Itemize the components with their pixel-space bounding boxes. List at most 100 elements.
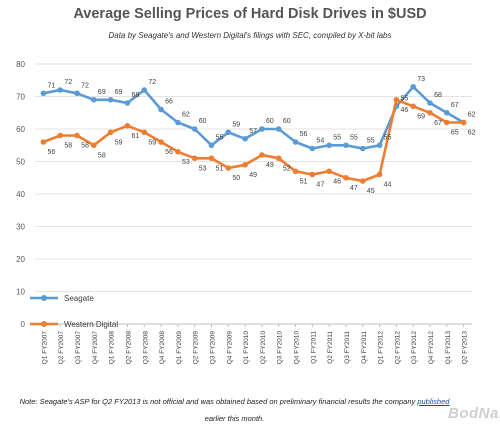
data-point — [292, 139, 299, 145]
data-point — [57, 132, 64, 139]
data-label: 69 — [417, 113, 425, 120]
data-label: 72 — [148, 79, 156, 86]
data-point — [376, 142, 383, 149]
data-point — [410, 103, 416, 110]
data-point — [326, 168, 332, 175]
x-tick-label: Q1 FY2010 — [243, 331, 250, 365]
data-point — [225, 165, 232, 171]
published-link[interactable]: published — [417, 397, 450, 406]
data-label: 72 — [64, 79, 72, 86]
data-label: 44 — [384, 182, 392, 189]
data-label: 55 — [350, 134, 358, 141]
data-point — [443, 119, 450, 126]
legend-entry: Western Digital — [64, 320, 118, 329]
x-tick-label: Q4 FY2008 — [159, 331, 166, 365]
data-label: 68 — [434, 92, 442, 99]
data-point — [259, 152, 265, 158]
x-tick-label: Q3 FY2010 — [277, 331, 284, 365]
data-point — [74, 90, 80, 97]
data-point — [175, 148, 181, 155]
data-label: 55 — [400, 95, 408, 102]
legend-entry: Seagate — [64, 294, 94, 303]
data-label: 60 — [283, 118, 291, 125]
x-tick-label: Q1 FY2011 — [310, 331, 317, 364]
series-line-western-digital — [42, 98, 464, 183]
x-tick-label: Q3 FY2009 — [209, 331, 216, 365]
data-label: 69 — [98, 89, 106, 96]
data-label: 58 — [64, 143, 72, 150]
data-point — [326, 142, 332, 149]
y-tick-label: 10 — [16, 288, 25, 297]
x-tick-label: Q4 FY2012 — [428, 331, 435, 365]
x-tick-label: Q2 FY2009 — [193, 331, 200, 365]
data-label: 55 — [333, 134, 341, 141]
x-tick-label: Q3 FY2012 — [411, 331, 418, 365]
data-point — [410, 83, 416, 90]
footnote-text-before: Note: Seagate's ASP for Q2 FY2013 is not… — [19, 397, 418, 406]
y-tick-label: 20 — [16, 255, 25, 264]
data-label: 59 — [115, 139, 123, 146]
data-label: 55 — [216, 134, 224, 141]
data-label: 49 — [266, 162, 274, 169]
data-point — [359, 178, 366, 184]
data-point — [427, 109, 433, 116]
data-point — [124, 100, 131, 106]
data-label: 46 — [333, 178, 341, 185]
data-point — [359, 145, 366, 152]
x-tick-label: Q2 FY2011 — [327, 331, 334, 364]
legend-swatch-marker — [41, 321, 47, 327]
x-tick-label: Q3 FY2008 — [142, 331, 149, 365]
y-tick-label: 80 — [16, 60, 25, 69]
data-label: 62 — [182, 112, 190, 119]
data-point — [107, 96, 114, 103]
data-point — [191, 155, 198, 162]
data-point — [91, 96, 97, 103]
data-point — [275, 155, 282, 162]
data-point — [309, 145, 316, 152]
brand-watermark: BodNara — [448, 405, 500, 422]
x-tick-label: Q4 FY2011 — [361, 331, 368, 364]
footnote: Note: Seagate's ASP for Q2 FY2013 is not… — [12, 393, 457, 427]
x-tick-label: Q1 FY2012 — [378, 331, 385, 365]
legend-swatch-marker — [41, 295, 47, 301]
data-label: 45 — [367, 188, 375, 195]
x-tick-label: Q2 FY2012 — [394, 331, 401, 365]
data-label: 50 — [232, 175, 240, 182]
data-point — [208, 155, 215, 162]
data-point — [393, 96, 400, 103]
data-label: 69 — [115, 89, 123, 96]
data-label: 67 — [434, 120, 442, 127]
data-label: 54 — [316, 138, 324, 145]
y-tick-label: 50 — [16, 158, 25, 167]
data-point — [443, 109, 450, 116]
data-point — [427, 100, 433, 106]
x-tick-label: Q1 FY2009 — [176, 331, 183, 365]
x-tick-label: Q2 FY2007 — [58, 331, 65, 365]
data-label: 47 — [350, 185, 358, 192]
data-label: 59 — [232, 121, 240, 128]
data-label: 52 — [283, 165, 291, 172]
x-tick-label: Q3 FY2007 — [75, 331, 82, 365]
data-point — [175, 119, 181, 126]
data-point — [208, 142, 215, 149]
y-tick-label: 30 — [16, 223, 25, 232]
data-point — [242, 161, 248, 168]
data-point — [40, 139, 47, 145]
data-point — [460, 119, 467, 126]
data-label: 66 — [165, 99, 173, 106]
data-label: 53 — [199, 165, 207, 172]
x-tick-label: Q2 FY2008 — [125, 331, 132, 365]
data-point — [91, 142, 97, 149]
data-point — [158, 139, 164, 145]
data-point — [107, 129, 114, 136]
data-label: 56 — [48, 149, 56, 156]
data-point — [259, 126, 265, 132]
x-tick-label: Q2 FY2013 — [462, 331, 469, 365]
y-tick-label: 40 — [16, 190, 25, 199]
data-label: 61 — [132, 133, 140, 140]
data-label: 46 — [400, 107, 408, 114]
data-label: 60 — [266, 118, 274, 125]
data-point — [57, 87, 64, 93]
data-label: 51 — [216, 165, 224, 172]
